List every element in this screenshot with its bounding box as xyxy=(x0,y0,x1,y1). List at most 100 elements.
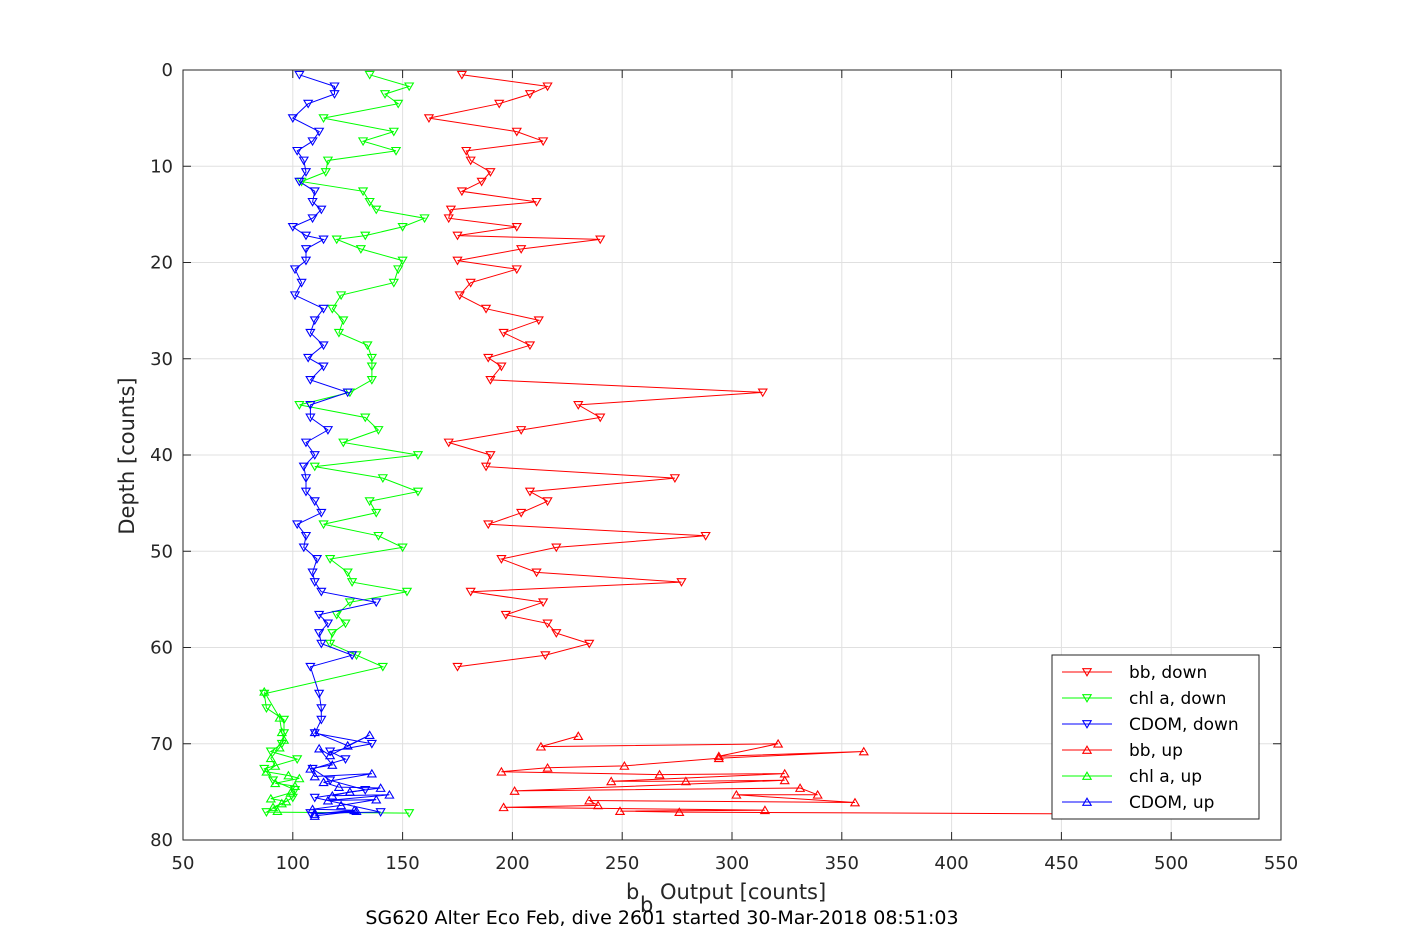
data-point xyxy=(364,730,375,739)
data-point xyxy=(267,802,279,812)
y-tick-label: 0 xyxy=(162,60,173,81)
data-point xyxy=(292,755,303,765)
y-tick-label: 80 xyxy=(150,830,173,851)
data-point xyxy=(259,686,270,696)
data-point xyxy=(373,531,384,541)
data-point xyxy=(858,746,869,756)
data-point xyxy=(307,804,318,814)
legend-marker xyxy=(1081,694,1093,703)
data-point xyxy=(397,256,408,266)
legend-item: CDOM, down xyxy=(1062,715,1239,735)
data-point xyxy=(713,751,724,761)
data-point xyxy=(375,808,386,817)
data-point xyxy=(452,256,463,266)
data-point xyxy=(283,770,294,780)
y-tick-label: 10 xyxy=(150,156,173,177)
data-point xyxy=(676,578,687,587)
data-point xyxy=(757,388,768,398)
legend-label: chl a, up xyxy=(1129,767,1202,787)
data-point xyxy=(327,304,338,314)
x-tick-label: 550 xyxy=(1264,853,1298,874)
data-point xyxy=(384,789,395,799)
data-point xyxy=(371,598,382,608)
data-point xyxy=(465,278,476,288)
data-point xyxy=(496,555,507,564)
data-point xyxy=(316,508,327,518)
data-point xyxy=(584,795,595,805)
data-point xyxy=(265,753,277,763)
x-tick-label: 450 xyxy=(1044,853,1078,874)
series-line xyxy=(428,74,763,668)
data-point xyxy=(397,222,408,232)
data-point xyxy=(311,555,323,564)
data-point xyxy=(313,743,325,753)
data-point xyxy=(316,639,327,649)
data-point xyxy=(542,619,553,629)
data-point xyxy=(452,662,463,672)
data-point xyxy=(300,531,312,541)
data-point xyxy=(285,787,296,797)
data-point xyxy=(309,462,320,472)
data-point xyxy=(281,796,292,806)
data-point xyxy=(344,598,356,608)
data-point xyxy=(419,214,430,224)
data-point xyxy=(412,451,424,460)
data-point xyxy=(366,768,378,778)
data-point xyxy=(357,137,369,147)
data-point xyxy=(327,790,338,800)
data-point xyxy=(772,738,784,748)
y-tick-label: 70 xyxy=(150,734,173,755)
data-point xyxy=(542,762,553,772)
data-point xyxy=(511,127,522,137)
data-point xyxy=(351,806,362,816)
data-point xyxy=(476,177,487,187)
series-line xyxy=(263,691,300,812)
data-point xyxy=(261,766,272,776)
data-point xyxy=(573,731,584,740)
data-point xyxy=(366,376,378,385)
data-point xyxy=(289,781,301,791)
data-point xyxy=(300,487,312,497)
x-tick-label: 150 xyxy=(385,853,419,874)
y-tick-label: 40 xyxy=(150,445,173,466)
data-point xyxy=(309,316,320,326)
data-point xyxy=(480,462,492,472)
tick-labels: 50 100 150 200 250 300 350 400 450 500 550 0 10 20 30 4… xyxy=(150,60,1298,874)
data-point xyxy=(516,508,527,518)
y-tick-label: 30 xyxy=(150,349,173,370)
data-point xyxy=(516,426,527,435)
legend-marker xyxy=(1081,771,1093,780)
data-point xyxy=(324,639,336,649)
data-point xyxy=(423,114,435,123)
data-point xyxy=(485,168,496,177)
data-point xyxy=(331,235,342,245)
data-point xyxy=(344,787,356,796)
data-point xyxy=(456,187,468,197)
data-point xyxy=(366,362,378,372)
data-point xyxy=(379,90,391,99)
data-point xyxy=(276,798,287,808)
data-point xyxy=(287,222,298,232)
data-point xyxy=(360,413,371,423)
data-point xyxy=(335,800,347,810)
data-point xyxy=(318,114,329,123)
series-layer xyxy=(259,70,1122,820)
data-point xyxy=(349,805,360,815)
data-point xyxy=(322,619,334,629)
data-point xyxy=(524,487,536,497)
data-point xyxy=(340,619,351,629)
legend-marker xyxy=(1081,797,1093,806)
data-point xyxy=(287,793,298,803)
data-point xyxy=(318,341,329,351)
data-point xyxy=(496,362,507,372)
data-point xyxy=(366,739,378,749)
data-point xyxy=(305,763,316,773)
data-point xyxy=(307,197,318,207)
data-point xyxy=(524,90,536,99)
data-point xyxy=(307,214,318,224)
data-point xyxy=(355,245,367,254)
data-point xyxy=(309,451,320,460)
data-point xyxy=(509,786,520,795)
chart-caption: SG620 Alter Eco Feb, dive 2601 started 3… xyxy=(365,907,958,929)
data-point xyxy=(779,775,790,785)
